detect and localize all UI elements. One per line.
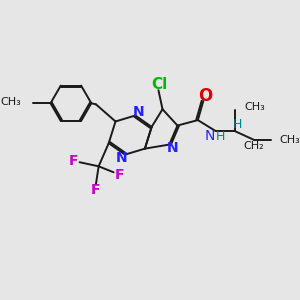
Text: CH₃: CH₃	[244, 102, 265, 112]
Text: H: H	[232, 118, 242, 131]
Text: F: F	[69, 154, 78, 168]
Text: N: N	[167, 141, 178, 155]
Text: N: N	[205, 129, 215, 143]
Text: F: F	[91, 183, 101, 197]
Text: F: F	[115, 168, 124, 182]
Text: CH₂: CH₂	[244, 142, 264, 152]
Text: Cl: Cl	[152, 77, 168, 92]
Text: N: N	[116, 151, 127, 165]
Text: N: N	[133, 105, 144, 119]
Text: O: O	[198, 87, 213, 105]
Text: CH₃: CH₃	[1, 97, 22, 107]
Text: CH₃: CH₃	[279, 135, 300, 145]
Text: H: H	[216, 130, 225, 143]
